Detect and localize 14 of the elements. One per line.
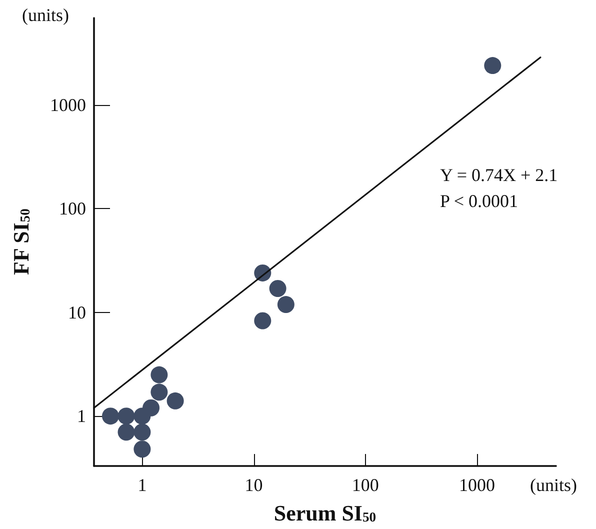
x-tick-label: 10 — [244, 475, 263, 495]
text: (units) — [530, 475, 577, 495]
y-tick-label: 100 — [59, 198, 86, 219]
annotation: P < 0.0001 — [440, 191, 518, 211]
x-tick-label: 1000 — [459, 475, 496, 495]
x-axis-title: Serum SI50 — [274, 500, 376, 526]
y-tick-label: 1 — [77, 406, 86, 426]
annotation: Y = 0.74X + 2.1 — [440, 165, 558, 185]
x-tick-label: 100 — [352, 475, 379, 495]
x-tick-label: 1 — [138, 475, 147, 495]
y-tick-label: 10 — [68, 302, 86, 322]
y-axis-title: FF SI50 — [8, 208, 34, 275]
text: (units) — [22, 5, 69, 25]
y-tick-label: 1000 — [50, 94, 86, 115]
